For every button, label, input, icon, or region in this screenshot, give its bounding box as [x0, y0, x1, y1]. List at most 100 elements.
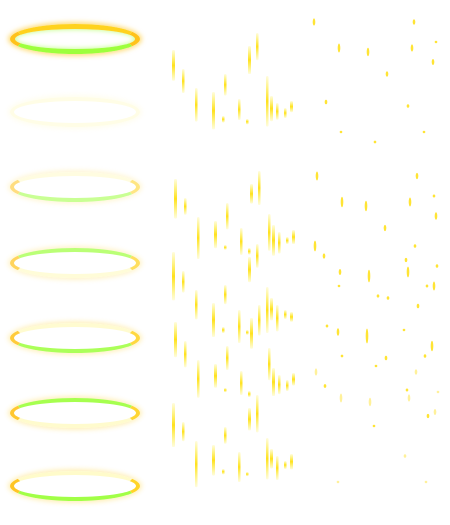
light-streak	[272, 368, 275, 396]
sparkle-particle	[339, 130, 343, 134]
light-streak	[182, 271, 185, 293]
sparkle-particle	[410, 44, 414, 52]
light-streak	[258, 305, 261, 336]
light-streak	[212, 303, 215, 337]
light-streak	[224, 285, 227, 305]
light-streak	[284, 461, 287, 469]
light-streak	[256, 244, 259, 268]
sparkle-particle	[315, 171, 319, 181]
sparkle-particle	[430, 340, 434, 352]
light-streak	[248, 408, 251, 431]
light-streak	[248, 391, 251, 397]
light-streak	[224, 388, 227, 393]
light-streak	[226, 203, 229, 230]
sparkle-particle	[408, 197, 412, 207]
light-streak	[212, 445, 215, 476]
light-streak	[258, 171, 261, 205]
sparkle-particle	[383, 224, 387, 232]
sparkle-particle	[385, 71, 389, 77]
light-streak	[292, 373, 295, 386]
halo-ring-frame-6	[10, 398, 140, 428]
light-streak	[270, 96, 273, 122]
sparkle-particle	[365, 328, 369, 344]
light-streak	[238, 99, 241, 120]
light-streak	[286, 380, 289, 391]
sparkle-particle	[325, 324, 329, 328]
sparkle-particle	[402, 328, 406, 332]
sparkle-particle	[435, 264, 439, 268]
sparkle-particle	[407, 394, 411, 402]
halo-ring-frame-5	[10, 323, 140, 353]
streak-frame-1	[172, 33, 293, 130]
light-streak	[212, 92, 215, 130]
light-streak	[250, 318, 253, 349]
light-streak	[250, 184, 253, 204]
light-streak	[195, 290, 198, 320]
light-streak	[182, 422, 185, 442]
light-streak	[248, 248, 251, 255]
light-streak	[240, 228, 243, 255]
sparkle-particle	[338, 269, 342, 275]
light-streak	[290, 312, 293, 322]
light-streak	[268, 214, 271, 251]
light-streak	[214, 221, 217, 249]
sparkle-frame-1	[312, 18, 438, 144]
sparkle-particle	[413, 244, 417, 248]
sparkle-particle	[336, 328, 340, 336]
sparkle-particle	[313, 240, 317, 252]
sparkle-particle	[372, 424, 376, 428]
light-streak	[195, 88, 198, 122]
streak-frame-5	[172, 395, 293, 488]
light-streak	[174, 322, 177, 358]
light-streak	[238, 310, 241, 343]
sparkle-particle	[432, 194, 436, 198]
sparkle-particle	[324, 99, 328, 105]
light-streak	[292, 230, 295, 244]
light-streak	[222, 469, 225, 475]
sparkle-particle	[367, 269, 371, 283]
sparkle-particle	[322, 253, 326, 259]
sparkle-particle	[423, 354, 427, 358]
sparkle-particle	[340, 354, 344, 358]
light-streak	[290, 454, 293, 470]
sparkle-particle	[415, 172, 419, 180]
light-streak	[174, 179, 177, 219]
light-streak	[222, 116, 225, 123]
halo-ring-frame-2	[10, 97, 140, 127]
light-streak	[266, 76, 269, 127]
sparkle-particle	[314, 368, 318, 376]
sparkle-particle	[432, 281, 436, 291]
light-streak	[224, 74, 227, 96]
light-streak	[172, 50, 175, 81]
light-streak	[248, 46, 251, 74]
halo-ring-frame-4	[10, 248, 140, 278]
light-streak	[276, 103, 279, 120]
light-streak	[266, 287, 269, 333]
light-streak	[278, 375, 281, 395]
light-streak	[270, 449, 273, 469]
halo-ring-frame-3	[10, 172, 140, 202]
light-streak	[266, 438, 269, 480]
light-streak	[238, 452, 241, 482]
sparkle-particle	[424, 480, 428, 484]
light-streak	[284, 108, 287, 118]
sparkle-particle	[337, 43, 341, 53]
sparkle-particle	[323, 384, 327, 388]
sparkle-particle	[373, 140, 377, 144]
light-streak	[224, 427, 227, 444]
sparkle-particle	[414, 369, 418, 375]
sparkle-particle	[340, 196, 344, 208]
light-streak	[276, 456, 279, 480]
sparkle-particle	[364, 200, 368, 212]
sparkle-particle	[406, 266, 410, 278]
sparkle-particle	[405, 388, 409, 392]
light-streak	[270, 298, 273, 321]
light-streak	[246, 119, 249, 125]
sparkle-particle	[434, 212, 438, 220]
sparkle-particle	[337, 284, 341, 288]
light-streak	[197, 360, 200, 398]
sparkle-particle	[384, 355, 388, 361]
